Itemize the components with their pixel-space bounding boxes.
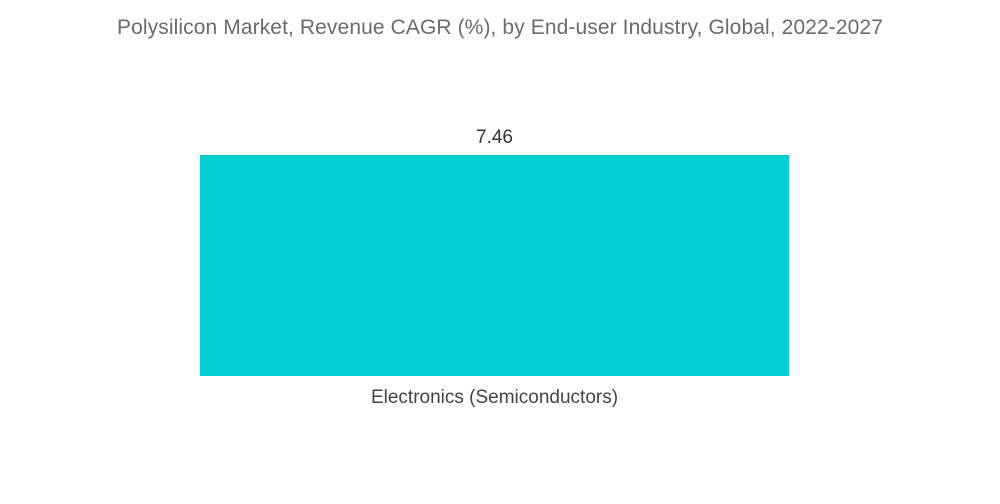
labels-layer: 7.46 Electronics (Semiconductors): [371, 127, 618, 408]
data-label-1: 7.46: [476, 127, 513, 148]
bars-layer: [200, 155, 789, 376]
bar-1: [200, 155, 789, 376]
chart-title: Polysilicon Market, Revenue CAGR (%), by…: [117, 16, 883, 39]
category-label-1: Electronics (Semiconductors): [371, 387, 618, 408]
